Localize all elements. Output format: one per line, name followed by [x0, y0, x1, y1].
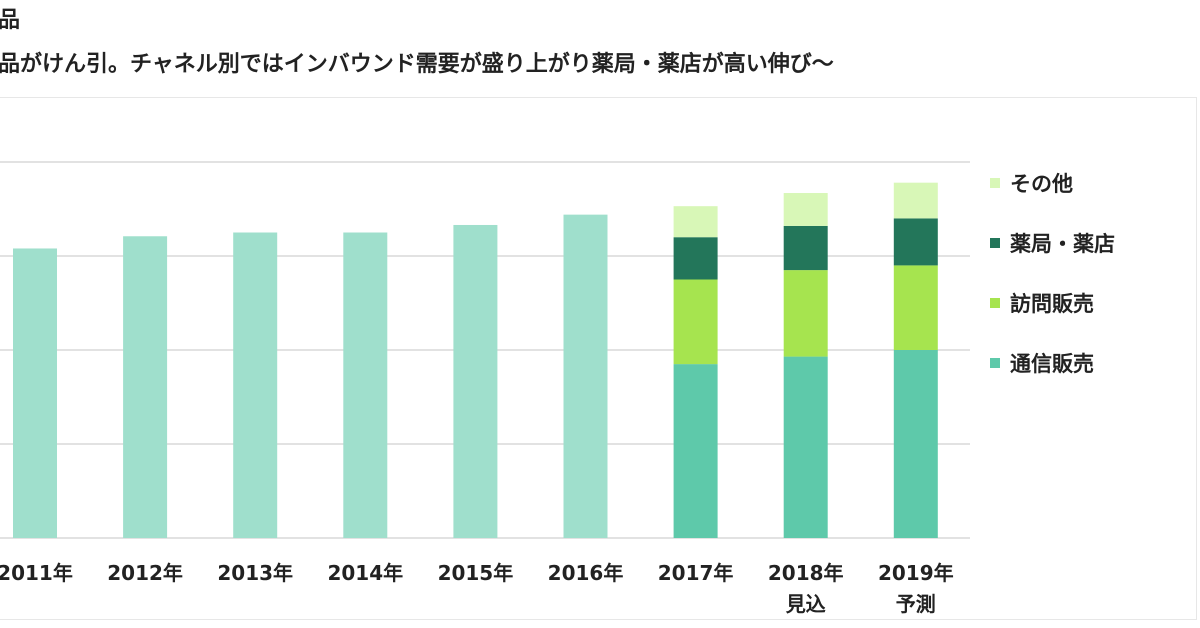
bar-total	[453, 224, 498, 539]
legend-swatch	[990, 298, 1000, 308]
bar-total	[123, 236, 168, 538]
bar-segment	[893, 350, 938, 538]
x-tick-label: 2011年	[0, 561, 73, 585]
legend-item: 通信販売	[990, 350, 1115, 376]
bar-segment	[673, 364, 718, 538]
bar-segment	[673, 206, 718, 238]
legend-item: その他	[990, 170, 1115, 196]
legend-label: 薬局・薬店	[1010, 232, 1115, 256]
chart-title: 品	[0, 8, 21, 33]
bar-segment	[673, 279, 718, 365]
bar-segment	[783, 270, 828, 357]
x-tick-label: 2014年	[327, 561, 403, 585]
x-tick-label: 2018年	[768, 561, 844, 585]
legend-item: 薬局・薬店	[990, 230, 1115, 256]
legend-swatch	[990, 358, 1000, 368]
legend-label: 通信販売	[1010, 352, 1094, 376]
bar-segment	[783, 356, 828, 538]
x-tick-label: 2016年	[548, 561, 624, 585]
bar-total	[233, 232, 278, 538]
legend-swatch	[990, 238, 1000, 248]
bar-segment	[893, 218, 938, 266]
bar-segment	[783, 193, 828, 226]
x-tick-label: 2012年	[107, 561, 183, 585]
bar-segment	[893, 265, 938, 350]
bar-total	[13, 248, 57, 539]
x-tick-label: 予測	[896, 592, 936, 616]
chart-subtitle: 品がけん引。チャネル別ではインバウンド需要が盛り上がり薬局・薬店が高い伸び〜	[0, 52, 834, 77]
bar-total	[343, 232, 388, 538]
bar-segment	[673, 237, 718, 280]
x-tick-label: 2015年	[438, 561, 514, 585]
chart-legend: その他薬局・薬店訪問販売通信販売	[990, 170, 1115, 410]
legend-label: 訪問販売	[1010, 292, 1094, 316]
bar-total	[563, 214, 608, 538]
bar-segment	[893, 182, 938, 219]
bar-segment	[783, 225, 828, 271]
legend-swatch	[990, 178, 1000, 188]
legend-item: 訪問販売	[990, 290, 1115, 316]
x-tick-label: 2019年	[878, 561, 954, 585]
legend-label: その他	[1010, 172, 1073, 196]
x-tick-label: 2017年	[658, 561, 734, 585]
x-tick-label: 2013年	[217, 561, 293, 585]
x-tick-label: 見込	[786, 592, 826, 616]
